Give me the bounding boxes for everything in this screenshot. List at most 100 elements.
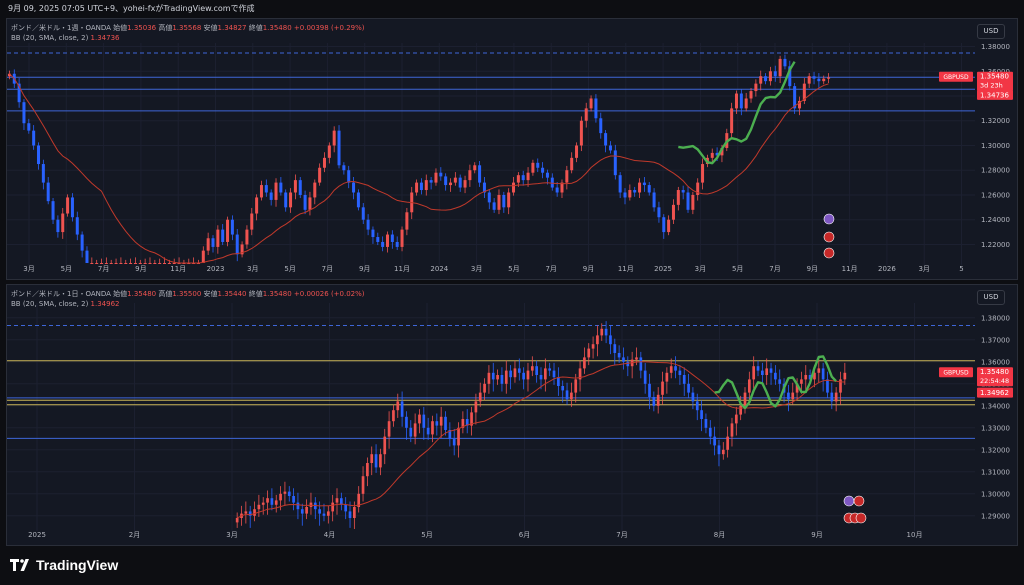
candle-body — [787, 392, 790, 400]
candle-body — [339, 498, 343, 505]
candle-body — [717, 445, 721, 455]
candle-body — [463, 180, 467, 188]
time-axis-label: 4月 — [324, 531, 335, 539]
candle-body — [255, 197, 259, 214]
candle-body — [138, 263, 142, 264]
candle-body — [331, 502, 335, 512]
candle-body — [305, 507, 308, 514]
time-axis-label: 5月 — [284, 265, 295, 273]
candle-body — [487, 192, 491, 203]
candle-body — [405, 212, 409, 230]
candle-body — [133, 263, 137, 264]
candle-body — [713, 436, 716, 446]
candle-body — [347, 170, 351, 183]
candle-body — [817, 78, 821, 82]
last-price-label: 1.35480 — [980, 368, 1009, 376]
candle-body — [754, 83, 758, 92]
candle-body — [522, 372, 525, 380]
daily-currency-button[interactable]: USD — [977, 290, 1005, 305]
time-axis-label: 2026 — [878, 265, 896, 273]
candle-body — [400, 401, 404, 417]
candle-body — [269, 192, 273, 200]
candle-body — [691, 392, 695, 402]
grid-lines — [7, 43, 975, 265]
candle-body — [687, 383, 690, 393]
candle-body — [259, 185, 263, 198]
candle-body — [357, 493, 361, 507]
bb-value-tag — [977, 89, 1013, 100]
candle-body — [491, 372, 495, 380]
time-axis-label: 5月 — [421, 531, 432, 539]
price-chart-svg: 1.380001.370001.360001.350001.340001.330… — [7, 303, 1013, 539]
candle-body — [400, 229, 404, 247]
bb-value-label: 1.34962 — [980, 389, 1009, 397]
daily-symbol-label: ポンド／米ドル・1日・OANDA — [11, 290, 111, 298]
time-axis-label: 5 — [959, 265, 963, 273]
candle-body — [657, 207, 661, 218]
candle-body — [734, 93, 738, 109]
candle-body — [609, 335, 612, 345]
price-axis-label: 1.38000 — [981, 43, 1010, 51]
weekly-low-value: 1.34827 — [217, 24, 247, 32]
daily-chart-panel[interactable]: ポンド／米ドル・1日・OANDA 始値1.35480 高値1.35500 安値1… — [6, 284, 1018, 546]
candle-body — [665, 372, 669, 382]
candle-body — [143, 263, 147, 264]
weekly-bb-value: 1.34736 — [90, 34, 120, 42]
candle-body — [695, 401, 699, 411]
candle-body — [308, 197, 312, 210]
candle-body — [800, 379, 803, 384]
candle-body — [662, 217, 666, 233]
weekly-bb-legend[interactable]: BB (20, SMA, close, 2) 1.34736 — [11, 34, 120, 42]
price-axis-label: 1.26000 — [981, 191, 1010, 199]
candle-body — [424, 180, 428, 191]
candle-body — [843, 372, 847, 380]
time-axis-label: 2023 — [207, 265, 225, 273]
candle-body — [565, 390, 569, 400]
time-axis-label: 8月 — [714, 531, 725, 539]
price-axis-label: 1.30000 — [981, 490, 1010, 498]
weekly-currency-button[interactable]: USD — [977, 24, 1005, 39]
candle-body — [470, 412, 473, 426]
snapshot-header: 9月 09, 2025 07:05 UTC+9、yohei-fxがTrading… — [8, 4, 255, 13]
candle-body — [322, 513, 326, 516]
candle-body — [448, 430, 452, 439]
time-axis-label: 2月 — [129, 531, 140, 539]
candle-body — [129, 263, 133, 264]
candle-body — [557, 377, 560, 386]
weekly-chart-panel[interactable]: ポンド／米ドル・1週・OANDA 始値1.35036 高値1.35568 安値1… — [6, 18, 1018, 280]
candle-body — [765, 368, 769, 375]
time-axis-label: 11月 — [842, 265, 858, 273]
candle-body — [478, 165, 482, 183]
candle-body — [318, 509, 321, 514]
price-axis-label: 1.30000 — [981, 142, 1010, 150]
candle-body — [85, 250, 89, 263]
candle-body — [730, 423, 734, 437]
candle-body — [383, 436, 387, 455]
candle-body — [774, 372, 777, 380]
candle-body — [458, 177, 462, 188]
candle-body — [550, 177, 554, 188]
economic-event-icon — [855, 512, 867, 524]
candle-body — [743, 392, 747, 406]
candle-body — [279, 493, 282, 501]
candle-body — [235, 234, 239, 255]
candle-body — [303, 194, 307, 210]
daily-bb-label: BB (20, SMA, close, 2) — [11, 300, 89, 308]
candle-body — [244, 511, 248, 514]
candle-body — [720, 147, 724, 156]
daily-bb-legend[interactable]: BB (20, SMA, close, 2) 1.34962 — [11, 300, 120, 308]
bar-countdown-label: 3d 23h — [980, 82, 1003, 90]
candle-body — [216, 229, 220, 247]
candle-body — [326, 511, 330, 516]
candle-body — [545, 172, 549, 178]
green-wave-line — [678, 61, 796, 165]
bollinger-basis-line — [9, 73, 829, 264]
candle-body — [530, 366, 534, 371]
candle-body — [337, 130, 341, 166]
candle-body — [793, 86, 797, 109]
candle-body — [114, 263, 118, 264]
candle-body — [678, 370, 682, 375]
weekly-close-label: 終値 — [248, 24, 263, 32]
candle-body — [352, 182, 356, 193]
candle-body — [526, 172, 530, 181]
